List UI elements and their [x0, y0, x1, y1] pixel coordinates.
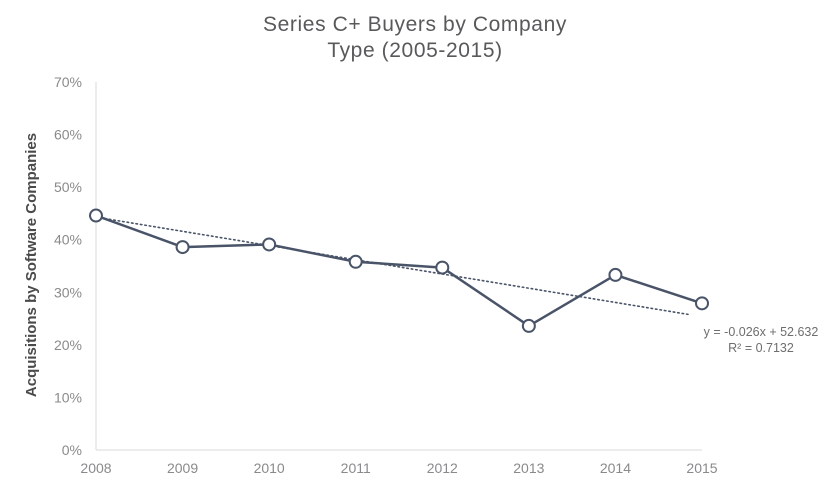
- y-tick-labels: 0% 10% 20% 30% 40% 50% 60% 70%: [54, 74, 82, 458]
- x-tick-label: 2013: [513, 460, 544, 476]
- data-point: [89, 208, 103, 223]
- x-tick-labels: 2008 2009 2010 2011 2012 2013 2014 2015: [80, 460, 717, 476]
- data-point: [175, 240, 190, 255]
- x-tick-label: 2009: [167, 460, 198, 476]
- trendline-annotation: y = -0.026x + 52.632 R² = 0.7132: [704, 325, 819, 355]
- data-point: [521, 318, 536, 333]
- trendline-group: [95, 216, 689, 316]
- trendline-equation: y = -0.026x + 52.632: [704, 325, 819, 339]
- data-point: [435, 260, 450, 275]
- x-tick-label: 2014: [600, 460, 631, 476]
- series-group: [89, 208, 709, 333]
- x-tick-label: 2015: [686, 460, 717, 476]
- y-axis-label: Acquisitions by Software Companies: [23, 133, 40, 397]
- x-tick-label: 2010: [254, 460, 285, 476]
- x-tick-label: 2012: [427, 460, 458, 476]
- y-tick-label: 20%: [54, 337, 82, 353]
- chart-title-line-1: Series C+ Buyers by Company: [263, 13, 567, 36]
- data-point: [262, 237, 277, 252]
- x-tick-label: 2008: [80, 460, 111, 476]
- y-tick-label: 0%: [62, 442, 82, 458]
- y-tick-label: 30%: [54, 284, 82, 300]
- data-point: [695, 296, 709, 311]
- series-line: [95, 214, 703, 328]
- chart-title: Series C+ Buyers by Company Type (2005-2…: [263, 13, 567, 62]
- y-tick-label: 70%: [54, 74, 82, 90]
- y-tick-label: 40%: [54, 232, 82, 248]
- trendline-r-squared: R² = 0.7132: [728, 341, 794, 355]
- axes: [95, 82, 702, 451]
- y-tick-label: 50%: [54, 179, 82, 195]
- x-tick-label: 2011: [341, 460, 371, 476]
- data-point: [348, 254, 363, 269]
- y-tick-label: 10%: [54, 389, 82, 405]
- y-tick-label: 60%: [54, 127, 82, 143]
- data-point: [608, 267, 623, 282]
- trendline: [95, 216, 689, 316]
- chart-title-line-2: Type (2005-2015): [327, 39, 502, 62]
